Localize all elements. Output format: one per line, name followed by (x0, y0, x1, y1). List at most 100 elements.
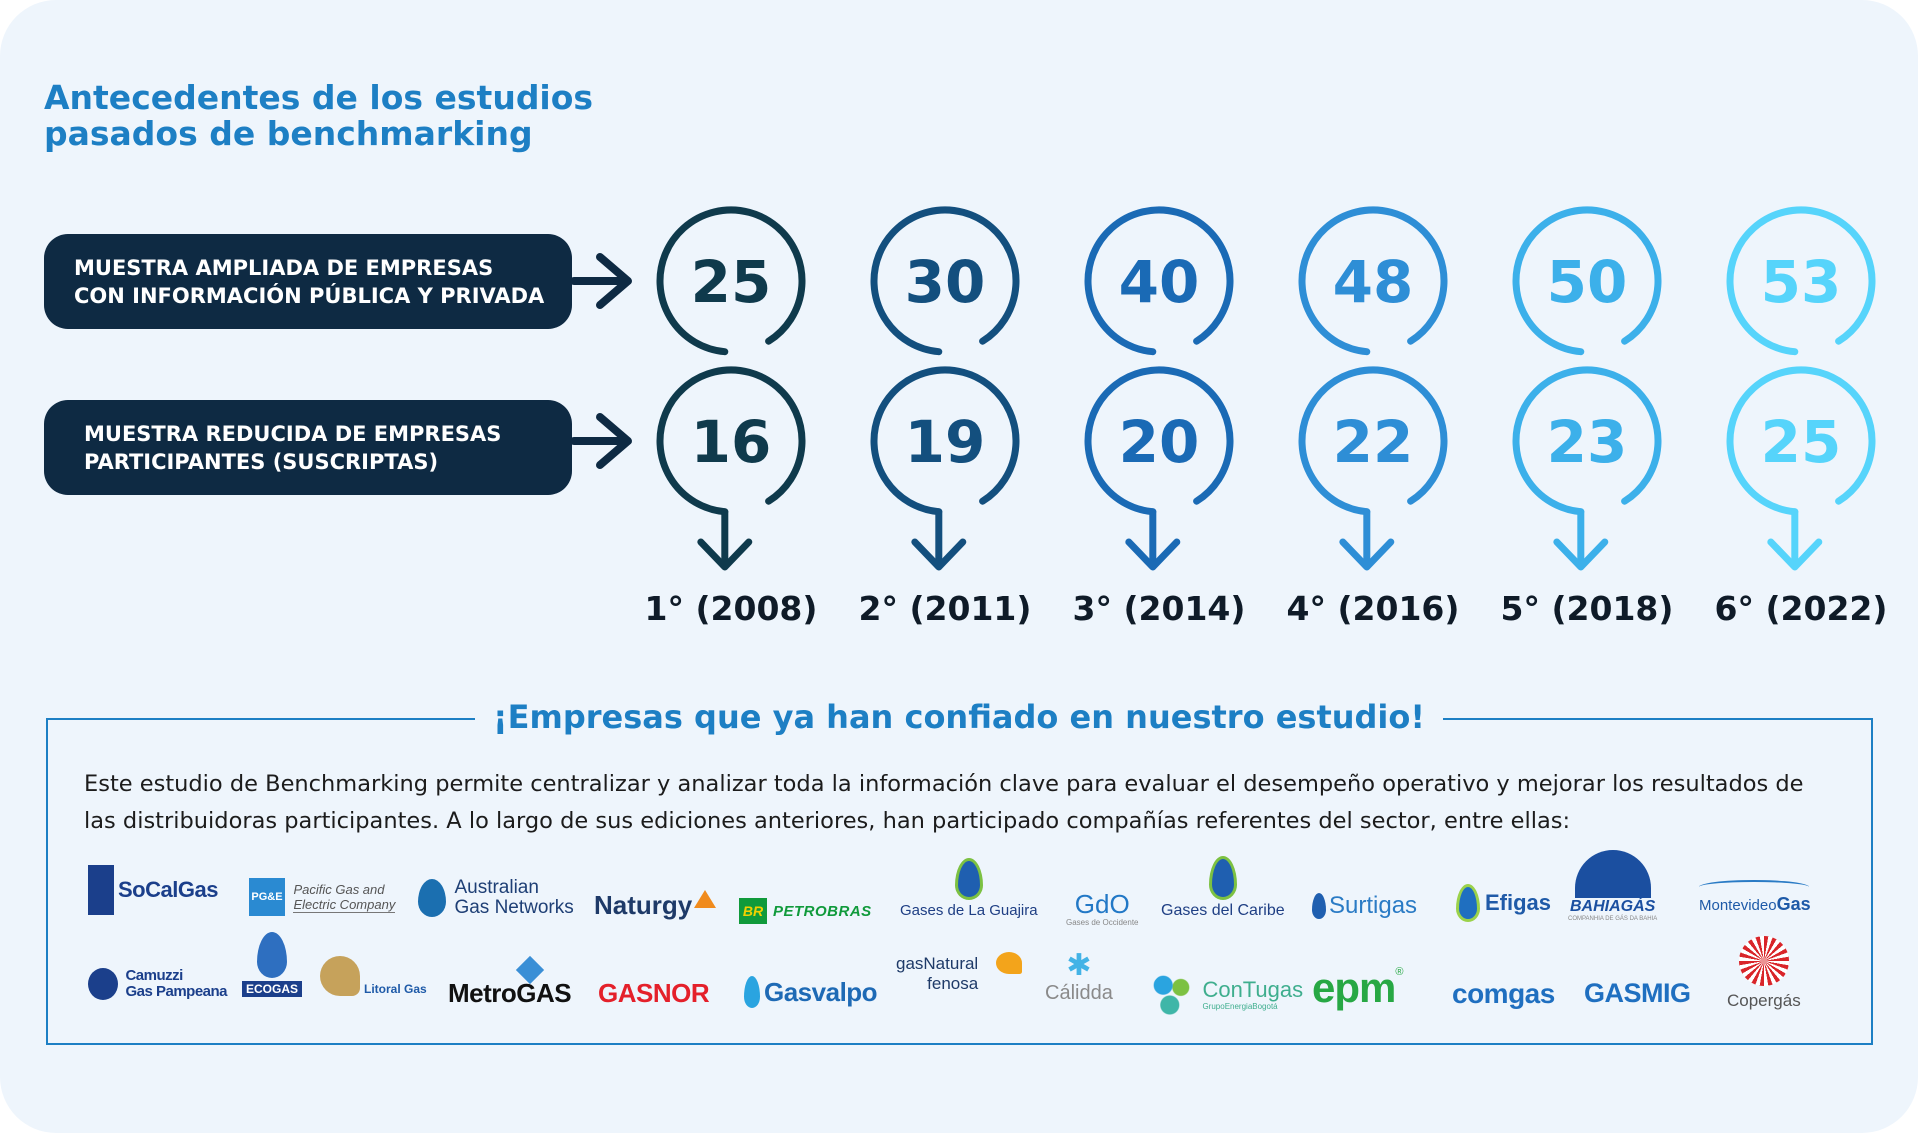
gasmig-text: GASMIG (1584, 978, 1691, 1008)
agn-line-1: Australian (454, 878, 573, 898)
epm-text: epm (1312, 964, 1395, 1011)
surtigas-drop-icon (1312, 893, 1326, 919)
montevideo-gas-logo: MontevideoGas (1699, 880, 1811, 915)
calidda-logo: ✱ Cálidda (1045, 950, 1113, 1005)
gasnor-logo: GASNOR (598, 978, 709, 1009)
comgas-text: comgas (1452, 978, 1555, 1009)
gdo-logo: GdO Gases de Occidente (1066, 890, 1138, 927)
edition-column-3: 40 20 3° (2014) (1073, 210, 1246, 628)
efigas-text: Efigas (1485, 890, 1551, 915)
gasvalpo-flame-icon (744, 976, 760, 1008)
edition-arrow-6 (1771, 512, 1819, 567)
gdo-text: GdO (1066, 890, 1138, 918)
edition-label-4: 4° (2016) (1287, 589, 1460, 628)
edition-column-5: 50235° (2018) (1501, 210, 1674, 628)
efigas-logo: Efigas (1456, 884, 1551, 922)
br-mark: BR (739, 898, 767, 924)
extended-sample-value-3: 40 (1119, 248, 1200, 316)
edition-arrow-5 (1557, 512, 1605, 567)
epm-registered-icon: ® (1395, 966, 1403, 978)
bahiagas-sub: COMPANHIA DE GÁS DA BAHIA (1568, 916, 1657, 922)
montevideo-text: Montevideo (1699, 897, 1777, 914)
edition-column-4: 48 22 4° (2016) (1287, 210, 1460, 628)
pge-mark: PG&E (249, 878, 285, 916)
edition-arrow-1 (701, 512, 749, 567)
metrogas-logo: MetroGAS (448, 958, 571, 1009)
reduced-sample-value-6: 25 (1761, 408, 1842, 476)
gas-natural-fenosa-logo: gasNatural fenosa (896, 954, 978, 994)
guajira-flame-icon (955, 858, 983, 900)
litoral-gas-logo: Litoral Gas (320, 956, 427, 996)
surtigas-logo: Surtigas (1312, 892, 1417, 920)
companies-title: ¡Empresas que ya han confiado en nuestro… (0, 696, 1918, 738)
contugas-text: ConTugas (1202, 978, 1303, 1002)
agn-leaf-icon (418, 879, 446, 917)
socalgas-logo: SoCalGas (88, 865, 218, 915)
reduced-sample-value-4: 22 (1333, 408, 1414, 476)
edition-column-6: 53 25 6° (2022) (1715, 210, 1888, 628)
camuzzi-line-2: Gas Pampeana (125, 984, 227, 1000)
socalgas-flame-icon (88, 865, 114, 915)
extended-sample-value-4: 48 (1333, 248, 1414, 316)
efigas-flame-icon (1456, 884, 1480, 922)
surtigas-text: Surtigas (1329, 892, 1417, 919)
reduced-sample-value-3: 20 (1119, 408, 1200, 476)
extended-sample-value-2: 30 (905, 248, 986, 316)
contugas-logo: ConTugas GrupoEnergiaBogotá (1150, 972, 1303, 1016)
extended-sample-value-6: 53 (1761, 248, 1842, 316)
pge-logo: PG&E Pacific Gas and Electric Company (249, 878, 395, 916)
reduced-sample-value-2: 19 (905, 408, 986, 476)
edition-label-6: 6° (2022) (1715, 589, 1888, 628)
gasvalpo-text: Gasvalpo (764, 977, 877, 1007)
fenosa-butterfly-icon (996, 952, 1022, 974)
copergas-logo: Copergás (1727, 936, 1801, 1011)
naturgy-logo: Naturgy (594, 890, 716, 921)
camuzzi-icon (88, 968, 118, 1000)
ecogas-text: ECOGAS (242, 981, 302, 997)
gasmig-logo: GASMIG (1584, 978, 1691, 1009)
bahiagas-mountain-icon (1575, 850, 1651, 898)
metrogas-text: MetroGAS (448, 978, 571, 1009)
contugas-sub: GrupoEnergiaBogotá (1202, 1002, 1303, 1011)
pge-name-line-1: Pacific Gas and (293, 882, 395, 897)
edition-arrow-2 (915, 512, 963, 567)
gasnatural-line-1: gasNatural (896, 954, 978, 974)
guajira-text: Gases de La Guajira (900, 902, 1038, 919)
agn-line-2: Gas Networks (454, 898, 573, 918)
edition-label-1: 1° (2008) (645, 589, 818, 628)
comgas-logo: comgas (1452, 978, 1555, 1010)
timeline-diagram: 25161° (2008)30192° (2011)40203° (2014)4… (0, 0, 1918, 640)
companies-description: Este estudio de Benchmarking permite cen… (84, 766, 1824, 840)
camuzzi-logo: Camuzzi Gas Pampeana (88, 968, 227, 1000)
calidda-star-icon: ✱ (1045, 950, 1113, 982)
naturgy-flower-icon (694, 890, 716, 908)
gases-del-caribe-logo: Gases del Caribe (1161, 856, 1285, 920)
copergas-sun-icon (1739, 936, 1789, 986)
pge-name-line-2: Electric Company (293, 897, 395, 913)
row-arrow-2 (574, 417, 628, 465)
ecogas-flame-icon (257, 932, 287, 978)
ecogas-logo: ECOGAS (242, 932, 302, 997)
petrobras-logo: BR PETROBRAS (739, 898, 872, 924)
companies-title-text: ¡Empresas que ya han confiado en nuestro… (475, 696, 1443, 738)
edition-arrow-4 (1343, 512, 1391, 567)
contugas-dots-icon (1150, 972, 1194, 1016)
petrobras-text: PETROBRAS (773, 903, 872, 920)
reduced-sample-value-5: 23 (1547, 408, 1628, 476)
edition-column-2: 30192° (2011) (859, 210, 1032, 628)
edition-label-3: 3° (2014) (1073, 589, 1246, 628)
copergas-text: Copergás (1727, 991, 1801, 1011)
montevideo-gas-text: Gas (1777, 894, 1811, 914)
naturgy-text: Naturgy (594, 890, 692, 920)
edition-label-5: 5° (2018) (1501, 589, 1674, 628)
edition-arrow-3 (1129, 512, 1177, 567)
bahiagas-text: BAHIAGÁS (1568, 898, 1657, 916)
australian-gas-networks-logo: Australian Gas Networks (418, 878, 574, 918)
gasnor-text: GASNOR (598, 978, 709, 1008)
camuzzi-line-1: Camuzzi (125, 968, 227, 984)
row-arrow-1 (574, 257, 628, 305)
caribe-flame-icon (1209, 856, 1237, 900)
caribe-text: Gases del Caribe (1161, 902, 1285, 920)
gases-de-la-guajira-logo: Gases de La Guajira (900, 858, 1038, 919)
